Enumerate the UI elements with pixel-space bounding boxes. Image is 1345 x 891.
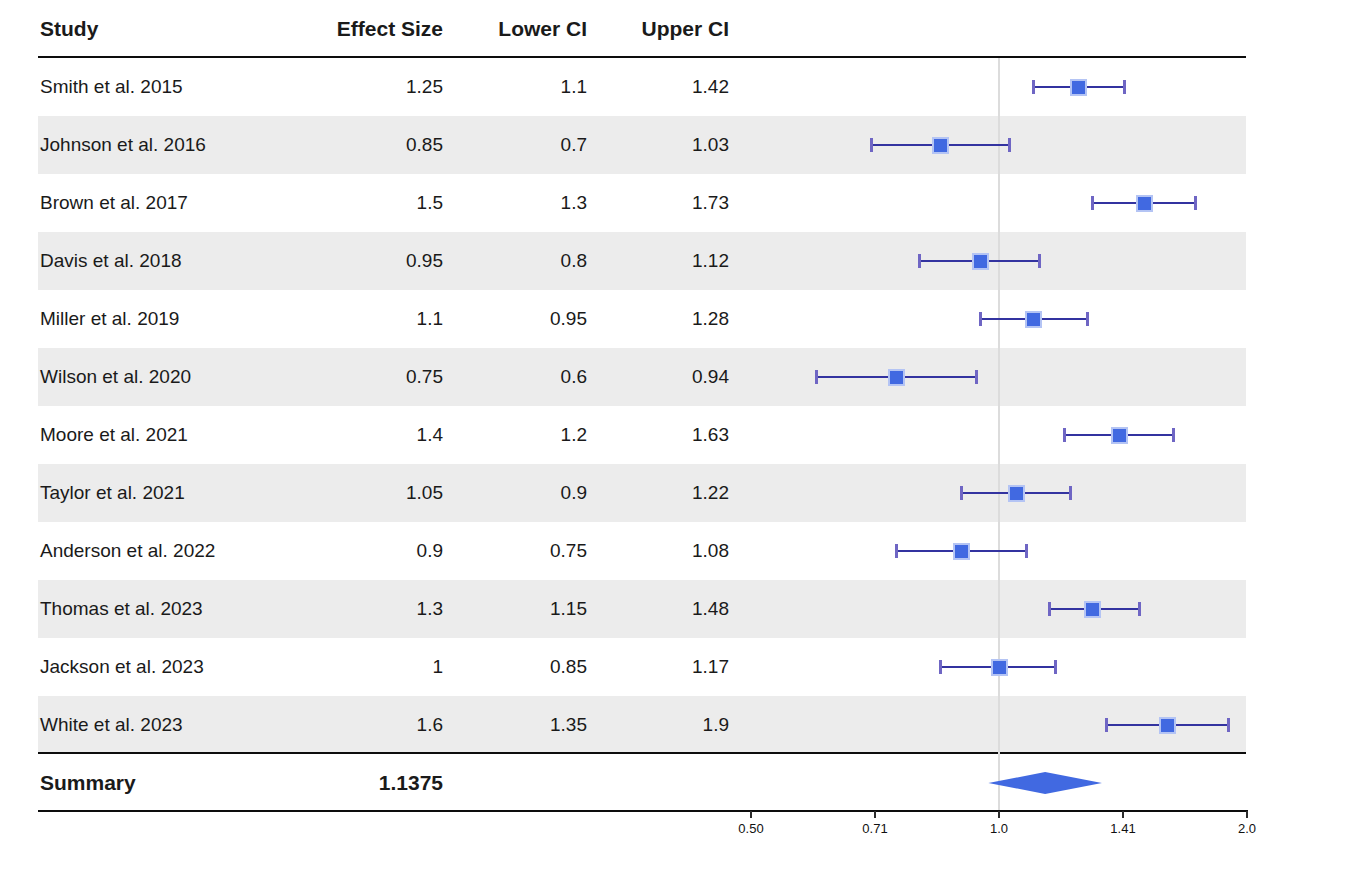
column-header-upper-ci: Upper CI (589, 0, 729, 58)
effect-size-cell: 1.05 (243, 464, 443, 522)
lower-ci-cell: 0.9 (447, 464, 587, 522)
study-cell: Moore et al. 2021 (40, 406, 188, 464)
lower-ci-cell: 0.7 (447, 116, 587, 174)
study-cell: Davis et al. 2018 (40, 232, 182, 290)
upper-ci-cell: 1.63 (589, 406, 729, 464)
summary-effect-value: 1.1375 (243, 754, 443, 812)
column-header-lower-ci: Lower CI (447, 0, 587, 58)
lower-ci-cell: 0.95 (447, 290, 587, 348)
study-cell: Thomas et al. 2023 (40, 580, 203, 638)
table-row: Smith et al. 2015 1.251.11.42 (38, 58, 1246, 116)
lower-ci-cell: 1.15 (447, 580, 587, 638)
axis-tick-label: 0.50 (738, 821, 763, 836)
lower-ci-cell: 0.6 (447, 348, 587, 406)
column-header-effect-size: Effect Size (243, 0, 443, 58)
table-header-row: Study Effect Size Lower CI Upper CI (38, 0, 1246, 58)
lower-ci-cell: 1.2 (447, 406, 587, 464)
header-rule (38, 56, 1246, 58)
axis-tick-label: 1.0 (990, 821, 1008, 836)
table-row: Jackson et al. 2023 10.851.17 (38, 638, 1246, 696)
study-cell: Brown et al. 2017 (40, 174, 188, 232)
axis-line (38, 810, 1248, 812)
effect-size-cell: 1.1 (243, 290, 443, 348)
axis-tick (998, 811, 1000, 818)
table-row: Moore et al. 2021 1.41.21.63 (38, 406, 1246, 464)
lower-ci-cell: 1.35 (447, 696, 587, 754)
upper-ci-cell: 1.17 (589, 638, 729, 696)
lower-ci-cell: 1.3 (447, 174, 587, 232)
effect-size-cell: 1.4 (243, 406, 443, 464)
table-row: Thomas et al. 2023 1.31.151.48 (38, 580, 1246, 638)
study-cell: Wilson et al. 2020 (40, 348, 191, 406)
table-body: Smith et al. 20151.251.11.42Johnson et a… (0, 58, 1345, 754)
study-cell: White et al. 2023 (40, 696, 183, 754)
axis-tick (1246, 811, 1248, 818)
axis-tick-label: 2.0 (1238, 821, 1256, 836)
effect-size-cell: 1.3 (243, 580, 443, 638)
table-row: Davis et al. 2018 0.950.81.12 (38, 232, 1246, 290)
effect-size-cell: 0.95 (243, 232, 443, 290)
table-row: Brown et al. 2017 1.51.31.73 (38, 174, 1246, 232)
upper-ci-cell: 1.48 (589, 580, 729, 638)
effect-size-cell: 1.6 (243, 696, 443, 754)
lower-ci-cell: 0.8 (447, 232, 587, 290)
reference-line (998, 58, 1000, 810)
effect-size-cell: 1 (243, 638, 443, 696)
table-row: White et al. 2023 1.61.351.9 (38, 696, 1246, 754)
effect-size-cell: 0.9 (243, 522, 443, 580)
effect-size-cell: 0.85 (243, 116, 443, 174)
table-row: Johnson et al. 2016 0.850.71.03 (38, 116, 1246, 174)
effect-size-cell: 1.25 (243, 58, 443, 116)
upper-ci-cell: 1.73 (589, 174, 729, 232)
study-cell: Johnson et al. 2016 (40, 116, 206, 174)
study-cell: Miller et al. 2019 (40, 290, 179, 348)
axis-tick (874, 811, 876, 818)
table-row: Wilson et al. 2020 0.750.60.94 (38, 348, 1246, 406)
table-row: Miller et al. 2019 1.10.951.28 (38, 290, 1246, 348)
effect-size-cell: 1.5 (243, 174, 443, 232)
upper-ci-cell: 1.03 (589, 116, 729, 174)
table-row: Taylor et al. 2021 1.050.91.22 (38, 464, 1246, 522)
upper-ci-cell: 1.08 (589, 522, 729, 580)
study-cell: Taylor et al. 2021 (40, 464, 185, 522)
upper-ci-cell: 1.22 (589, 464, 729, 522)
summary-row: Summary 1.1375 (38, 754, 1246, 812)
axis-tick-label: 1.41 (1110, 821, 1135, 836)
study-cell: Anderson et al. 2022 (40, 522, 215, 580)
study-cell: Jackson et al. 2023 (40, 638, 204, 696)
lower-ci-cell: 0.75 (447, 522, 587, 580)
table-row: Anderson et al. 2022 0.90.751.08 (38, 522, 1246, 580)
upper-ci-cell: 1.28 (589, 290, 729, 348)
axis-tick (1122, 811, 1124, 818)
column-header-study: Study (40, 0, 98, 58)
forest-plot-canvas: Study Effect Size Lower CI Upper CI Smit… (0, 0, 1345, 891)
axis-tick (750, 811, 752, 818)
summary-label: Summary (40, 754, 136, 812)
effect-size-cell: 0.75 (243, 348, 443, 406)
upper-ci-cell: 0.94 (589, 348, 729, 406)
upper-ci-cell: 1.12 (589, 232, 729, 290)
lower-ci-cell: 1.1 (447, 58, 587, 116)
upper-ci-cell: 1.9 (589, 696, 729, 754)
study-cell: Smith et al. 2015 (40, 58, 183, 116)
axis-tick-label: 0.71 (862, 821, 887, 836)
pre-summary-rule (38, 752, 1246, 754)
lower-ci-cell: 0.85 (447, 638, 587, 696)
upper-ci-cell: 1.42 (589, 58, 729, 116)
